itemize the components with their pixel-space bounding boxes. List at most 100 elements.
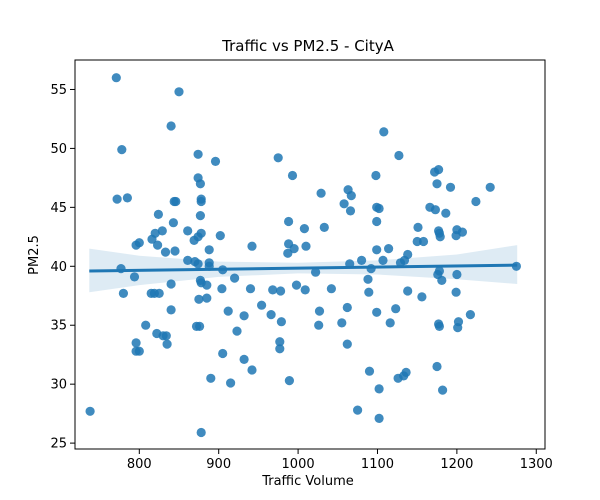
- data-point: [223, 306, 233, 316]
- data-point: [287, 170, 298, 181]
- data-point: [339, 199, 349, 209]
- data-point: [239, 311, 249, 321]
- data-point: [202, 280, 212, 290]
- data-point: [134, 238, 144, 248]
- y-tick-label: 30: [50, 378, 67, 393]
- data-point: [374, 384, 384, 394]
- data-point: [418, 236, 429, 247]
- data-point: [357, 255, 367, 265]
- data-point: [111, 73, 121, 83]
- data-point: [245, 284, 256, 294]
- data-point: [364, 287, 374, 297]
- data-point: [166, 121, 176, 131]
- data-point: [161, 331, 171, 341]
- data-point: [112, 194, 122, 204]
- data-point: [485, 182, 495, 192]
- x-tick-label: 900: [206, 457, 231, 472]
- data-point: [452, 269, 462, 280]
- data-point: [403, 286, 413, 296]
- x-tick-label: 1200: [440, 457, 473, 472]
- x-tick-label: 1300: [520, 457, 553, 472]
- y-tick-label: 55: [50, 83, 67, 98]
- data-point: [291, 280, 302, 290]
- data-point: [195, 321, 205, 331]
- data-point: [316, 188, 326, 198]
- data-point: [438, 385, 448, 395]
- data-point: [218, 348, 228, 359]
- data-point: [432, 179, 442, 189]
- data-point: [445, 182, 456, 192]
- data-point: [196, 427, 206, 438]
- x-tick-label: 1000: [282, 457, 315, 472]
- data-point: [434, 165, 444, 175]
- data-point: [434, 266, 444, 276]
- data-point: [85, 406, 95, 416]
- data-point: [166, 279, 176, 289]
- chart-title: Traffic vs PM2.5 - CityA: [221, 37, 394, 55]
- data-point: [273, 153, 283, 163]
- data-point: [374, 203, 384, 214]
- data-point: [342, 302, 352, 313]
- data-point: [160, 247, 171, 257]
- data-point: [346, 191, 356, 201]
- data-point: [153, 240, 163, 250]
- data-point: [314, 306, 325, 316]
- regression-line: [89, 263, 518, 273]
- data-point: [166, 305, 176, 315]
- data-point: [394, 150, 404, 161]
- data-point: [134, 346, 144, 356]
- data-point: [299, 224, 309, 234]
- data-point: [378, 255, 388, 265]
- data-point: [183, 226, 193, 236]
- data-point: [326, 284, 336, 294]
- data-point: [215, 231, 225, 241]
- data-point: [465, 310, 475, 320]
- data-point: [195, 179, 205, 189]
- data-point: [232, 326, 242, 336]
- data-point: [471, 196, 481, 207]
- data-point: [118, 288, 128, 298]
- data-point: [311, 267, 321, 277]
- data-point: [371, 170, 381, 181]
- data-point: [451, 287, 461, 297]
- data-point: [401, 367, 411, 377]
- data-point: [453, 317, 464, 327]
- y-axis-label: PM2.5: [27, 235, 42, 275]
- data-point: [174, 87, 184, 97]
- data-point: [283, 248, 293, 258]
- data-point: [202, 293, 212, 303]
- data-point: [204, 258, 214, 268]
- data-point: [154, 288, 164, 298]
- data-point: [226, 378, 236, 388]
- data-point: [413, 222, 423, 232]
- data-point: [457, 227, 467, 237]
- data-point: [168, 218, 178, 228]
- data-point: [434, 321, 444, 331]
- data-point: [129, 272, 140, 282]
- data-point: [372, 307, 382, 317]
- points-layer: [85, 73, 521, 438]
- x-tick-label: 1100: [361, 457, 394, 472]
- data-point: [372, 245, 382, 255]
- data-point: [230, 273, 240, 283]
- data-point: [268, 285, 278, 295]
- y-tick-label: 45: [50, 201, 67, 216]
- data-point: [183, 255, 193, 265]
- data-point: [247, 241, 257, 251]
- x-axis: 800 900 1000 1100 1200 1300: [127, 449, 553, 472]
- y-axis: 25 30 35 40 45 50 55: [50, 83, 75, 452]
- data-point: [372, 216, 382, 227]
- y-tick-label: 35: [50, 319, 67, 334]
- data-point: [432, 361, 442, 372]
- data-point: [374, 413, 384, 423]
- data-point: [206, 373, 216, 383]
- data-point: [437, 275, 447, 285]
- data-point: [385, 318, 395, 328]
- data-point: [345, 206, 356, 216]
- data-point: [195, 211, 205, 221]
- data-point: [301, 241, 311, 251]
- data-point: [379, 127, 389, 137]
- y-tick-label: 40: [50, 260, 67, 275]
